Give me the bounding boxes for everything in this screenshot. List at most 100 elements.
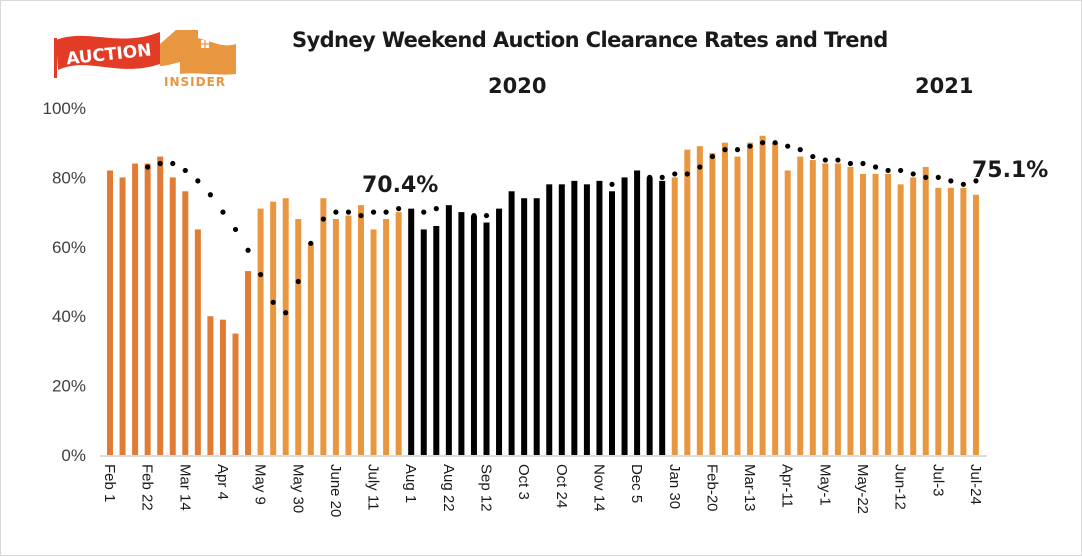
bar	[533, 198, 540, 455]
bar	[157, 156, 164, 455]
bar	[583, 184, 590, 455]
trend-point	[370, 209, 377, 215]
bar	[445, 205, 452, 455]
trend-point	[232, 226, 239, 233]
trend-point	[734, 147, 741, 153]
trend-point	[647, 174, 653, 180]
auction-insider-logo: AUCTION INSIDER	[54, 30, 236, 89]
chart-title: Sydney Weekend Auction Clearance Rates a…	[292, 28, 888, 52]
bar	[383, 219, 390, 455]
bar	[772, 142, 779, 455]
trend-point	[960, 181, 967, 187]
x-tick-label: Apr 4	[214, 464, 231, 500]
x-tick-label: May-22	[854, 464, 871, 514]
bar	[822, 163, 829, 455]
trend-point	[496, 212, 502, 219]
y-tick-label: 40%	[52, 307, 86, 326]
logo-word-insider: INSIDER	[164, 75, 226, 89]
x-tick-label: Dec 5	[628, 464, 645, 503]
trend-point	[935, 174, 941, 180]
trend-point	[157, 160, 163, 167]
trend-point	[835, 157, 841, 163]
trend-point	[898, 167, 904, 174]
x-tick-label: Sep 12	[478, 464, 495, 512]
bar	[571, 180, 578, 455]
bar	[609, 191, 615, 455]
bar	[621, 177, 628, 455]
trend-point	[797, 147, 803, 153]
bar	[872, 173, 879, 455]
bar	[307, 243, 314, 455]
trend-point	[509, 209, 515, 215]
bar	[433, 225, 440, 455]
bar	[671, 177, 678, 455]
x-tick-label: Jun-12	[892, 464, 909, 510]
bar	[358, 205, 364, 455]
bar	[132, 163, 139, 455]
trend-point	[483, 212, 490, 219]
trend-point	[760, 140, 766, 146]
trend-point	[810, 153, 816, 160]
trend-point	[571, 192, 577, 198]
bar	[408, 208, 415, 455]
bar	[370, 229, 377, 455]
y-axis: 0% 20% 40% 60% 80% 100%	[43, 99, 86, 465]
trend-point	[295, 278, 301, 285]
logo-flagpole	[54, 38, 57, 78]
trend-point	[521, 209, 527, 215]
annotation-75-1: 75.1%	[972, 158, 1048, 183]
x-tick-label: Feb 22	[139, 464, 156, 511]
trend-point	[910, 171, 916, 177]
y-tick-label: 60%	[52, 238, 86, 257]
x-tick-label: May-1	[816, 464, 833, 506]
x-tick-label: Oct 3	[515, 464, 532, 500]
bar	[420, 229, 427, 455]
bar	[194, 229, 201, 455]
y-tick-label: 0%	[61, 446, 86, 465]
trend-line	[145, 140, 979, 316]
trend-point	[320, 216, 326, 222]
trend-point	[772, 140, 778, 146]
x-tick-label: Oct 24	[553, 464, 570, 508]
trend-point	[421, 209, 427, 215]
trend-point	[634, 178, 640, 184]
bar	[119, 177, 126, 455]
x-tick-label: July 11	[365, 464, 382, 510]
x-axis: Feb 1 Feb 22 Mar 14 Apr 4 May 9 May 30 June 20…	[101, 464, 984, 517]
bar	[496, 208, 503, 455]
trend-point	[609, 181, 615, 187]
y-tick-label: 80%	[52, 168, 86, 187]
bar	[935, 187, 942, 455]
bar	[809, 160, 816, 456]
trend-point	[333, 209, 339, 215]
trend-point	[396, 206, 402, 212]
bar	[207, 316, 214, 455]
bar	[897, 184, 904, 455]
trend-point	[672, 171, 678, 177]
bar	[960, 187, 967, 455]
bar	[521, 198, 528, 455]
trend-point	[358, 212, 364, 219]
trend-point	[621, 178, 628, 184]
trend-point	[747, 143, 753, 149]
bar	[596, 180, 603, 455]
bar	[508, 191, 515, 455]
trend-point	[860, 160, 866, 167]
trend-point	[697, 164, 703, 170]
bar	[709, 153, 716, 456]
annotation-70-4: 70.4%	[362, 173, 438, 198]
bar	[470, 215, 477, 455]
bar	[646, 177, 653, 455]
x-tick-label: Nov 14	[590, 464, 607, 512]
bar	[345, 215, 352, 455]
trend-point	[145, 164, 151, 170]
trend-point	[584, 185, 590, 191]
trend-point	[458, 212, 464, 219]
trend-point	[270, 299, 276, 305]
bar	[458, 212, 465, 455]
trend-point	[847, 160, 854, 167]
trend-point	[471, 212, 477, 219]
bar	[107, 170, 113, 455]
x-tick-label: Jul-24	[967, 464, 984, 505]
bar	[295, 219, 302, 455]
